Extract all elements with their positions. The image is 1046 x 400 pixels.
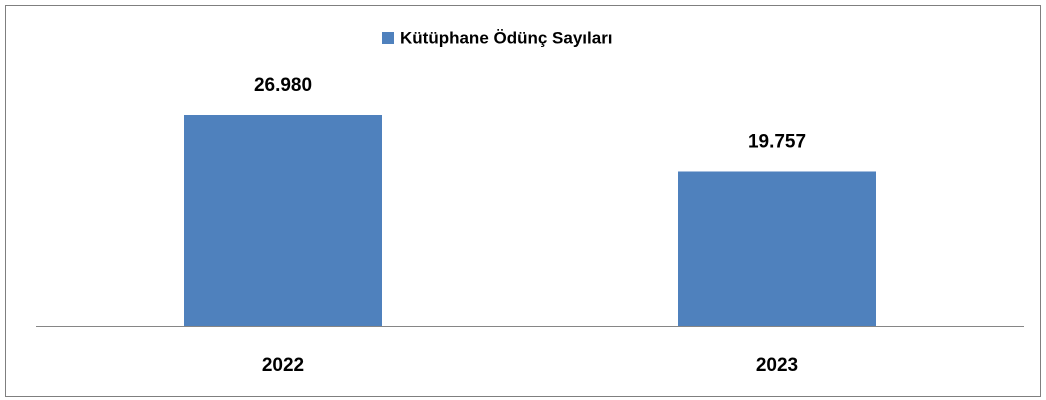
chart-border bbox=[5, 5, 1041, 397]
x-tick-label: 2023 bbox=[756, 355, 798, 376]
data-label: 26.980 bbox=[254, 75, 312, 96]
data-label: 19.757 bbox=[748, 132, 806, 153]
x-tick-label: 2022 bbox=[262, 355, 304, 376]
bar bbox=[678, 171, 876, 326]
legend-swatch bbox=[382, 32, 394, 44]
legend: Kütüphane Ödünç Sayıları bbox=[382, 28, 613, 47]
legend-label: Kütüphane Ödünç Sayıları bbox=[400, 28, 613, 47]
bar bbox=[184, 115, 382, 326]
